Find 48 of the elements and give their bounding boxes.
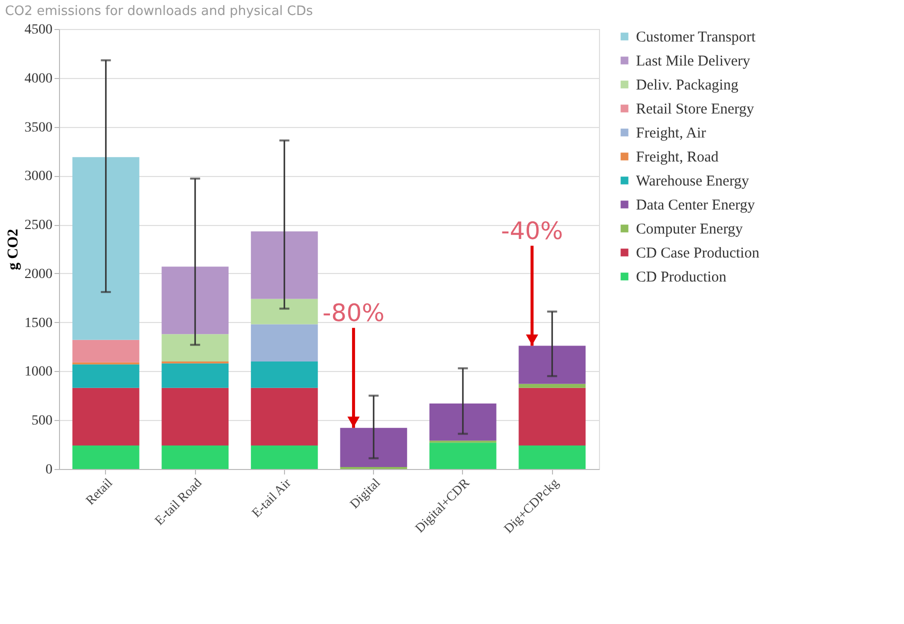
y-tick-label: 3500 <box>24 120 52 136</box>
y-tick-label: 2500 <box>24 218 52 234</box>
bar <box>518 384 586 388</box>
legend-label: Retail Store Energy <box>636 102 755 118</box>
y-tick-label: 1500 <box>24 316 52 331</box>
y-tick-label: 4000 <box>24 71 52 86</box>
y-tick-label: 500 <box>32 414 52 429</box>
legend-label: Customer Transport <box>636 30 756 46</box>
bar <box>429 403 496 441</box>
bar <box>72 340 140 362</box>
bar <box>250 446 318 469</box>
legend-label: Freight, Air <box>636 126 706 142</box>
y-axis-title: g CO2 <box>6 228 22 270</box>
annotation: -80% <box>322 298 385 327</box>
bar <box>162 388 229 446</box>
bar <box>162 446 229 469</box>
bar <box>340 428 408 468</box>
bar <box>162 266 229 334</box>
legend-label: Deliv. Packaging <box>636 78 739 94</box>
legend-label: Freight, Road <box>636 150 719 166</box>
bar <box>72 388 140 446</box>
bar <box>250 361 318 388</box>
bar <box>162 334 229 362</box>
bar <box>72 157 140 340</box>
bar <box>72 446 140 469</box>
y-tick-label: 1000 <box>24 364 52 380</box>
bar <box>518 346 586 384</box>
y-tick-label: 0 <box>46 462 52 478</box>
legend-label: Warehouse Energy <box>636 174 750 190</box>
legend-label: CD Production <box>636 270 727 286</box>
legend-label: Last Mile Delivery <box>636 54 751 70</box>
legend-label: Computer Energy <box>636 222 744 238</box>
bar <box>518 446 586 469</box>
bar <box>250 298 318 324</box>
legend-label: Data Center Energy <box>636 198 756 214</box>
bar <box>162 363 229 388</box>
annotation: -40% <box>501 216 564 245</box>
bar <box>518 388 586 446</box>
y-tick-label: 4500 <box>24 22 52 38</box>
chart-title: CO2 emissions for downloads and physical CDs <box>5 4 314 19</box>
y-tick-label: 3000 <box>24 169 52 184</box>
bar <box>72 364 140 388</box>
bar <box>429 442 496 469</box>
y-tick-label: 2000 <box>24 266 52 282</box>
legend-label: CD Case Production <box>636 246 760 262</box>
bar <box>250 324 318 362</box>
bar <box>250 388 318 446</box>
bar <box>250 231 318 299</box>
